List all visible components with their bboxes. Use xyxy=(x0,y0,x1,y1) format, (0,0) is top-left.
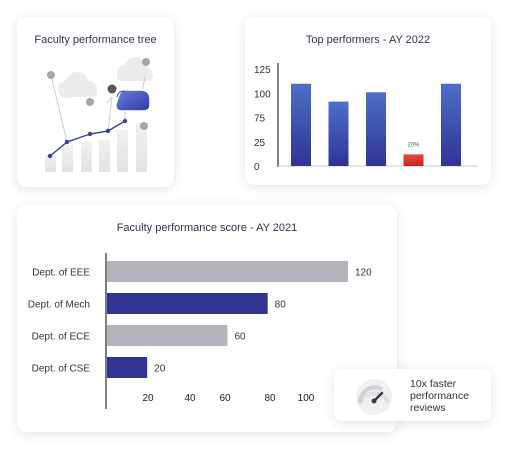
tree-node-icon xyxy=(107,84,117,94)
y-tick-label: 0 xyxy=(254,162,260,173)
x-tick-label: 80 xyxy=(264,393,276,404)
faculty-score-title: Faculty performance score - AY 2021 xyxy=(116,222,298,234)
bar xyxy=(107,325,228,346)
category-label: Dept. of Mech xyxy=(28,300,90,311)
top-performers-chart: 125 100 75 25 0 20% xyxy=(254,63,477,173)
tree-node-icon xyxy=(47,71,55,79)
tree-bars xyxy=(45,123,147,172)
performance-tree-illustration xyxy=(45,57,153,172)
bar xyxy=(107,357,148,378)
y-tick-label: 75 xyxy=(254,114,266,125)
trend-line xyxy=(47,118,128,159)
tree-card-title: Faculty performance tree xyxy=(34,34,157,46)
speedometer-icon xyxy=(356,379,392,415)
faculty-score-card: Faculty performance score - AY 2021 Dept… xyxy=(17,205,397,432)
bar xyxy=(366,92,386,166)
top-performers-card: Top performers - AY 2022 125 100 75 25 0 20% xyxy=(245,17,491,185)
tree-node-icon xyxy=(86,98,94,106)
category-label: Dept. of CSE xyxy=(32,364,91,375)
bar-data-label: 20% xyxy=(407,142,420,148)
badge-text: 10x faster performance reviews xyxy=(410,378,469,414)
tree-node-icon xyxy=(140,122,148,130)
cloud-icon xyxy=(58,72,97,98)
bar xyxy=(291,83,311,166)
top-performers-title: Top performers - AY 2022 xyxy=(305,34,431,46)
faster-reviews-badge: 10x faster performance reviews xyxy=(334,369,491,421)
bar-data-label: 20 xyxy=(154,364,166,375)
x-tick-label: 20 xyxy=(142,393,154,404)
cloud-icon xyxy=(117,57,153,81)
faculty-score-chart: Dept. of EEE 120 Dept. of Mech 80 Dept. of E… xyxy=(28,253,372,409)
x-tick-label: 60 xyxy=(219,393,231,404)
y-tick-label: 125 xyxy=(254,65,271,76)
y-tick-label: 100 xyxy=(254,89,271,100)
x-tick-label: 100 xyxy=(298,393,315,404)
bar xyxy=(107,293,268,314)
bar xyxy=(328,101,349,166)
x-tick-label: 40 xyxy=(184,393,196,404)
category-label: Dept. of ECE xyxy=(32,332,91,343)
bar xyxy=(403,154,424,166)
bar-data-label: 60 xyxy=(235,332,247,343)
category-label: Dept. of EEE xyxy=(32,268,90,279)
faculty-performance-tree-card: Faculty performance tree xyxy=(17,17,174,187)
tree-node-icon xyxy=(142,58,150,66)
bar-data-label: 80 xyxy=(275,300,287,311)
idea-blob-icon xyxy=(115,89,151,112)
bar-data-label: 120 xyxy=(355,268,372,279)
y-tick-label: 25 xyxy=(254,138,266,149)
bar xyxy=(107,261,348,282)
bar xyxy=(441,83,461,166)
